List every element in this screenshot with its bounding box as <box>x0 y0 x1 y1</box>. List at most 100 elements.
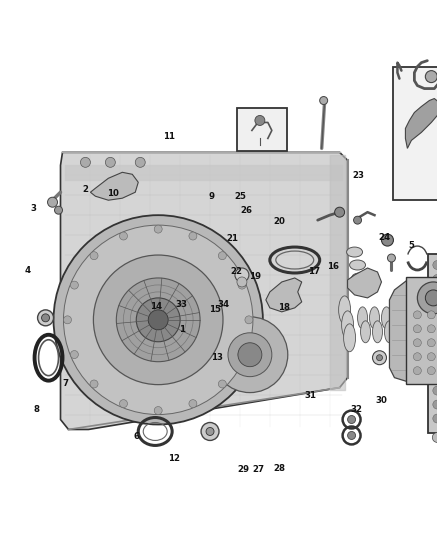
Circle shape <box>93 255 223 385</box>
Circle shape <box>417 282 438 314</box>
FancyBboxPatch shape <box>237 108 287 151</box>
Text: 25: 25 <box>234 192 246 201</box>
Circle shape <box>425 71 437 83</box>
Text: 16: 16 <box>327 262 339 271</box>
Circle shape <box>120 400 127 408</box>
Text: 20: 20 <box>273 217 285 226</box>
Circle shape <box>425 290 438 306</box>
Polygon shape <box>406 99 438 148</box>
Polygon shape <box>348 268 381 298</box>
Circle shape <box>353 216 361 224</box>
Circle shape <box>427 339 435 347</box>
Circle shape <box>433 330 438 340</box>
Text: 7: 7 <box>62 379 68 388</box>
Text: 5: 5 <box>408 241 414 250</box>
Ellipse shape <box>352 273 367 283</box>
Text: 14: 14 <box>150 302 162 311</box>
FancyBboxPatch shape <box>428 254 438 433</box>
Text: 23: 23 <box>353 171 365 180</box>
Circle shape <box>433 414 438 423</box>
Circle shape <box>189 400 197 408</box>
Circle shape <box>335 207 345 217</box>
Circle shape <box>433 372 438 381</box>
Ellipse shape <box>350 260 366 270</box>
Ellipse shape <box>381 307 392 329</box>
Circle shape <box>348 416 356 424</box>
Text: 19: 19 <box>249 272 261 280</box>
Circle shape <box>255 116 265 125</box>
Circle shape <box>235 268 249 282</box>
Circle shape <box>433 274 438 284</box>
Circle shape <box>433 344 438 353</box>
Circle shape <box>64 316 71 324</box>
Circle shape <box>427 325 435 333</box>
Ellipse shape <box>342 311 353 339</box>
Text: 21: 21 <box>226 235 238 244</box>
Circle shape <box>189 232 197 240</box>
Circle shape <box>71 281 78 289</box>
Text: 31: 31 <box>305 391 317 400</box>
Circle shape <box>228 333 272 377</box>
Circle shape <box>48 197 57 207</box>
Circle shape <box>381 234 393 246</box>
Circle shape <box>212 317 288 393</box>
Circle shape <box>219 380 226 388</box>
Circle shape <box>90 252 98 260</box>
Text: 15: 15 <box>208 304 221 313</box>
Circle shape <box>427 311 435 319</box>
Polygon shape <box>60 152 348 430</box>
Polygon shape <box>389 280 424 382</box>
Circle shape <box>201 423 219 440</box>
Circle shape <box>348 432 356 439</box>
Circle shape <box>245 316 253 324</box>
Text: 24: 24 <box>378 233 390 242</box>
Text: 6: 6 <box>133 432 139 441</box>
Text: 12: 12 <box>169 454 180 463</box>
Circle shape <box>81 157 90 167</box>
Circle shape <box>377 355 382 361</box>
Circle shape <box>238 343 262 367</box>
Circle shape <box>120 232 127 240</box>
Circle shape <box>64 225 253 415</box>
Circle shape <box>117 278 200 362</box>
Circle shape <box>136 298 180 342</box>
Text: 32: 32 <box>350 406 363 415</box>
Text: 3: 3 <box>30 204 36 213</box>
Text: 1: 1 <box>179 325 185 334</box>
Ellipse shape <box>360 321 371 343</box>
Text: 28: 28 <box>273 464 285 473</box>
FancyBboxPatch shape <box>406 277 438 384</box>
Circle shape <box>388 254 396 262</box>
Text: 9: 9 <box>208 192 214 201</box>
Circle shape <box>71 351 78 359</box>
Ellipse shape <box>372 321 382 343</box>
Ellipse shape <box>343 324 356 352</box>
Circle shape <box>320 96 328 104</box>
Text: 10: 10 <box>107 189 119 198</box>
Circle shape <box>427 353 435 361</box>
Ellipse shape <box>385 321 395 343</box>
Circle shape <box>433 302 438 311</box>
Circle shape <box>53 215 263 424</box>
Circle shape <box>433 386 438 395</box>
Circle shape <box>413 339 421 347</box>
Circle shape <box>206 427 214 435</box>
Text: 18: 18 <box>278 303 290 312</box>
Circle shape <box>154 407 162 415</box>
Text: 27: 27 <box>252 465 265 474</box>
Text: 4: 4 <box>25 266 31 275</box>
Text: 26: 26 <box>240 206 252 215</box>
Text: 17: 17 <box>308 268 320 276</box>
Circle shape <box>238 351 246 359</box>
Circle shape <box>433 400 438 409</box>
Circle shape <box>135 157 145 167</box>
Ellipse shape <box>346 247 363 257</box>
Circle shape <box>433 317 438 325</box>
Circle shape <box>413 367 421 375</box>
Text: 22: 22 <box>230 268 243 276</box>
Circle shape <box>154 225 162 233</box>
Circle shape <box>237 277 247 287</box>
Circle shape <box>106 157 115 167</box>
Circle shape <box>433 261 438 270</box>
Circle shape <box>433 288 438 297</box>
